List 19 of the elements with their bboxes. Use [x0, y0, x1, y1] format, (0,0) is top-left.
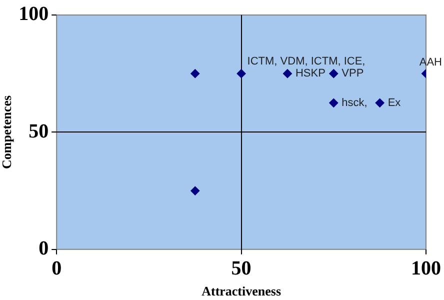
- point: [236, 69, 246, 78]
- x-tick-label: 50: [231, 258, 252, 280]
- point: [329, 69, 338, 78]
- x-axis-title: Attractiveness: [202, 284, 282, 299]
- annotation: HSKP: [295, 68, 326, 80]
- annotation: VPP: [342, 68, 364, 80]
- annotation: hsck,: [342, 96, 368, 109]
- y-tick-label: 50: [28, 120, 49, 142]
- point: [190, 69, 200, 78]
- annotation: Ex: [388, 96, 402, 109]
- point: [282, 69, 292, 78]
- point: [329, 98, 338, 108]
- x-tick-label: 100: [411, 258, 441, 280]
- point: [375, 98, 384, 108]
- y-tick-label: 0: [38, 238, 49, 260]
- point: [190, 186, 200, 196]
- annotation: ICTM, VDM, ICTM, ICE,: [247, 56, 366, 68]
- y-tick-label: 100: [18, 3, 49, 26]
- y-axis-title: Competences: [0, 95, 14, 170]
